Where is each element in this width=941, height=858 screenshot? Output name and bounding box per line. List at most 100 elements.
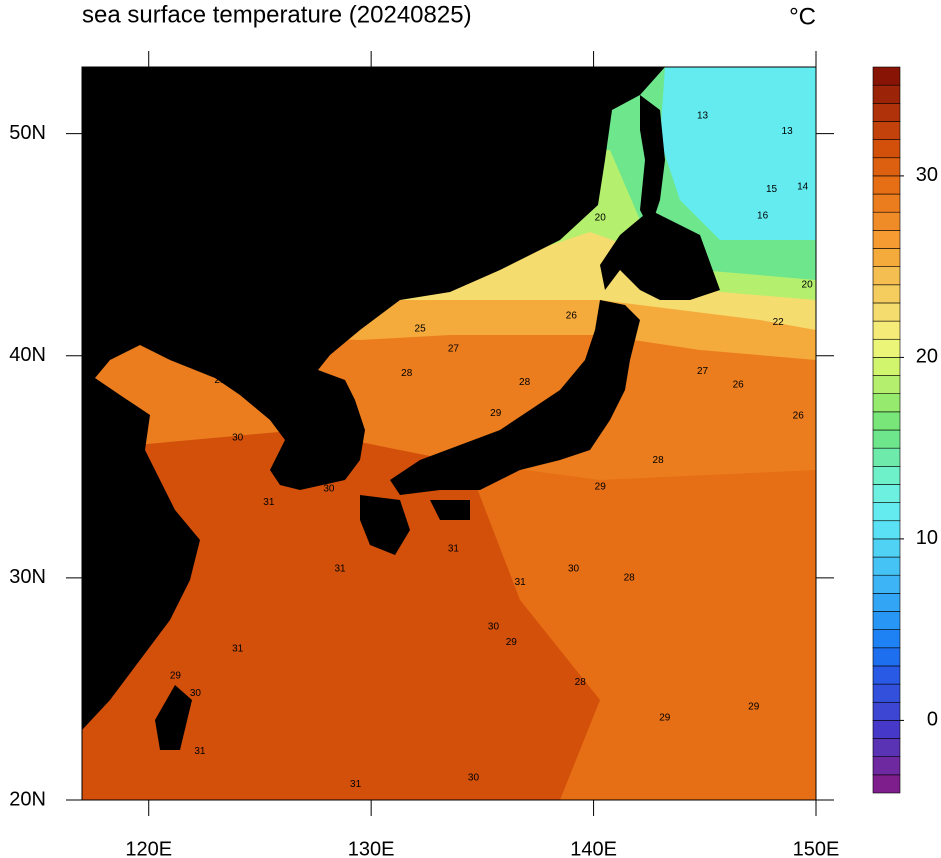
- contour-label: 14: [797, 182, 809, 193]
- y-tick-label: 50N: [9, 122, 46, 144]
- colorbar-box: [872, 701, 901, 721]
- contour-label: 29: [748, 701, 760, 712]
- colorbar-box: [872, 338, 901, 358]
- contour-label: 29: [659, 712, 671, 723]
- contour-label: 28: [575, 677, 587, 688]
- colorbar-box: [872, 230, 901, 249]
- contour-label: 21: [490, 257, 502, 268]
- colorbar-tick-label: 20: [916, 346, 938, 368]
- colorbar-tick-label: 0: [927, 709, 938, 731]
- colorbar-tick-label: 10: [916, 527, 938, 549]
- x-tick-label: 130E: [348, 838, 395, 858]
- contour-label: 29: [214, 375, 226, 386]
- contour-label: 31: [334, 564, 346, 575]
- colorbar-tick-label: 30: [916, 164, 938, 186]
- contour-label: 20: [802, 279, 814, 290]
- map-field: [82, 67, 816, 800]
- contour-label: 30: [488, 621, 500, 632]
- colorbar-box: [872, 66, 901, 86]
- colorbar-box: [872, 447, 901, 467]
- x-tick-label: 140E: [570, 838, 617, 858]
- colorbar-box: [872, 375, 901, 394]
- contour-label: 29: [595, 481, 607, 492]
- y-tick-label: 40N: [9, 344, 46, 366]
- ocean-band: [660, 67, 816, 240]
- contour-label: 30: [568, 564, 580, 575]
- colorbar-box: [872, 139, 901, 159]
- colorbar-box: [872, 211, 901, 231]
- colorbar-box: [872, 393, 901, 413]
- contour-label: 28: [519, 377, 531, 388]
- colorbar-box: [872, 520, 901, 540]
- x-tick-label: 120E: [125, 838, 172, 858]
- colorbar-box: [872, 629, 901, 649]
- contour-label: 28: [653, 455, 665, 466]
- continent: [82, 67, 665, 730]
- contour-label: 31: [515, 577, 527, 588]
- contour-label: 29: [170, 670, 182, 681]
- colorbar-box: [872, 320, 901, 340]
- colorbar-box: [872, 284, 901, 304]
- sakhalin: [640, 95, 665, 230]
- contour-label: 27: [697, 366, 709, 377]
- contour-label: 26: [793, 410, 805, 421]
- taiwan: [155, 685, 192, 750]
- colorbar-box: [872, 574, 901, 594]
- colorbar-box: [872, 411, 901, 431]
- colorbar-box: [872, 175, 901, 195]
- contour-label: 28: [401, 368, 413, 379]
- contour-label: 26: [566, 310, 578, 321]
- plot-frame: [81, 66, 817, 801]
- colorbar-box: [872, 774, 901, 794]
- colorbar-box: [872, 84, 901, 104]
- colorbar-box: [872, 103, 901, 122]
- colorbar-box: [872, 429, 901, 449]
- contour-label: 30: [323, 484, 335, 495]
- colorbar-box: [872, 538, 901, 558]
- contour-label: 30: [190, 688, 202, 699]
- y-tick-label: 20N: [9, 788, 46, 810]
- contour-label: 29: [506, 637, 518, 648]
- contour-label: 29: [490, 408, 502, 419]
- hokkaido: [600, 210, 720, 300]
- colorbar-box: [872, 556, 901, 576]
- contour-label: 28: [624, 573, 636, 584]
- contour-label: 31: [232, 644, 244, 655]
- colorbar-box: [872, 248, 901, 267]
- colorbar-box: [872, 647, 901, 667]
- contour-label: 31: [263, 497, 275, 508]
- y-tick-label: 30N: [9, 566, 46, 588]
- colorbar-box: [872, 593, 901, 612]
- ocean-band: [470, 420, 816, 800]
- map-title: sea surface temperature (20240825): [82, 1, 472, 28]
- colorbar-box: [872, 683, 901, 703]
- contour-label: 31: [448, 544, 460, 555]
- colorbar-box: [872, 738, 901, 757]
- contour-label: 26: [733, 379, 745, 390]
- land: [82, 67, 720, 750]
- colorbar-box: [872, 121, 901, 140]
- colorbar-box: [872, 157, 901, 177]
- colorbar-box: [872, 357, 901, 376]
- contour-label: 27: [448, 344, 460, 355]
- x-tick-label: 150E: [793, 838, 840, 858]
- colorbar-box: [872, 665, 901, 685]
- contour-label: 13: [782, 126, 794, 137]
- colorbar-box: [872, 611, 901, 630]
- honshu: [390, 300, 640, 495]
- kyushu: [360, 495, 410, 555]
- contour-label: 31: [194, 746, 206, 757]
- colorbar-box: [872, 266, 901, 286]
- contour-label: 20: [595, 213, 607, 224]
- colorbar-box: [872, 302, 901, 322]
- colorbar-box: [872, 484, 901, 503]
- colorbar-box: [872, 465, 901, 485]
- contour-label: 22: [617, 244, 629, 255]
- contour-label: 16: [757, 210, 769, 221]
- colorbar-box: [872, 502, 901, 522]
- unit-label: °C: [789, 3, 816, 30]
- contour-label: 30: [232, 433, 244, 444]
- shikoku: [430, 500, 470, 520]
- contour-label: 22: [773, 317, 785, 328]
